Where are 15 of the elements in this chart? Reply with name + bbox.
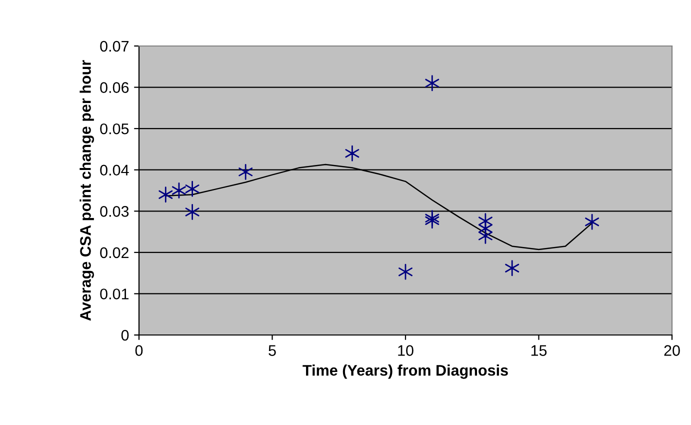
x-axis-title: Time (Years) from Diagnosis bbox=[302, 364, 508, 379]
x-tick-label: 15 bbox=[531, 345, 547, 356]
y-tick-label: 0.01 bbox=[100, 288, 129, 300]
x-tick-label: 10 bbox=[398, 345, 414, 356]
y-tick-label: 0.02 bbox=[100, 247, 129, 258]
x-tick-label: 0 bbox=[135, 345, 143, 356]
y-tick-label: 0.03 bbox=[100, 206, 129, 217]
y-tick-label: 0.04 bbox=[100, 164, 129, 176]
y-axis-title: Average CSA point change per hour bbox=[80, 60, 94, 321]
y-tick-label: 0.05 bbox=[100, 123, 129, 134]
y-tick-label: 0.07 bbox=[100, 40, 129, 52]
y-tick-label: 0.06 bbox=[100, 82, 129, 93]
x-tick-label: 5 bbox=[268, 345, 276, 356]
y-tick-label: 0 bbox=[121, 330, 129, 341]
x-tick-label: 20 bbox=[664, 345, 680, 356]
